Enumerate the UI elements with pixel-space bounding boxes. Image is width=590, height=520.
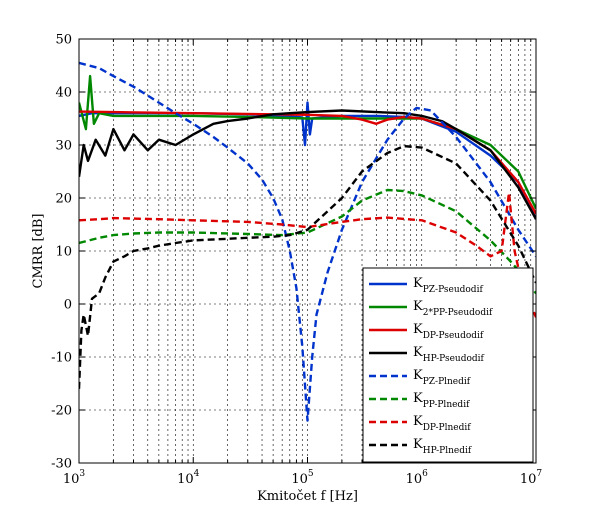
legend-box	[362, 267, 534, 463]
legend-label-5: KPZ-Plnedif	[413, 368, 471, 387]
x-tick-exponent: 6	[422, 469, 428, 479]
legend-label-main: K	[413, 414, 423, 429]
legend-label-4: KHP-Pseudodif	[413, 345, 485, 364]
y-tick-label: 20	[55, 192, 72, 207]
legend-label-8: KHP-Plnedif	[413, 437, 472, 456]
legend-label-sub: DP-Pseudodif	[423, 331, 484, 341]
legend-label-7: KDP-Plnedif	[413, 414, 471, 433]
legend-label-main: K	[413, 391, 423, 406]
legend-label-sub: DP-Plnedif	[423, 423, 472, 433]
series-line-8	[79, 144, 536, 389]
y-tick-label: 40	[55, 86, 72, 101]
legend-label-sub: 2*PP-Pseudodif	[423, 308, 493, 318]
legend-label-main: K	[413, 276, 423, 291]
legend-label-sub: HP-Pseudodif	[423, 354, 485, 364]
x-tick-exponent: 4	[194, 469, 200, 479]
legend-label-1: KPZ-Pseudodif	[413, 276, 483, 295]
legend-label-6: KPP-Plnedif	[413, 391, 470, 410]
y-tick-label: -20	[51, 404, 72, 419]
series-layer	[79, 61, 536, 422]
y-tick-labels: 50 40 30 20 10 0 -10 -20 -30	[51, 33, 72, 472]
y-tick-label: -30	[51, 457, 72, 472]
series-line-4	[79, 109, 536, 220]
x-tick-exponent: 5	[308, 469, 314, 479]
y-axis-label: CMRR [dB]	[31, 214, 46, 289]
series-line-6	[79, 188, 536, 295]
legend-label-main: K	[413, 437, 423, 452]
y-tick-label: 30	[55, 139, 72, 154]
legend-label-3: KDP-Pseudodif	[413, 322, 484, 341]
y-tick-label: 0	[64, 298, 72, 313]
legend-label-main: K	[413, 345, 423, 360]
legend-label-main: K	[413, 322, 423, 337]
legend-label-sub: PP-Plnedif	[423, 400, 470, 410]
legend: KPZ-PseudodifK2*PP-PseudodifKDP-Pseudodi…	[362, 267, 534, 463]
legend-label-sub: PZ-Plnedif	[423, 377, 471, 387]
y-tick-label: -10	[51, 351, 72, 366]
y-tick-label: 10	[55, 245, 72, 260]
x-tick-exponent: 7	[536, 469, 542, 479]
legend-label-main: K	[413, 368, 423, 383]
legend-label-sub: HP-Plnedif	[423, 446, 472, 456]
x-tick-exponent: 3	[79, 469, 85, 479]
series-line-5	[79, 61, 536, 422]
legend-label-2: K2*PP-Pseudodif	[413, 299, 493, 318]
x-axis-label: Kmitočet f [Hz]	[257, 489, 358, 504]
y-tick-label: 50	[55, 33, 72, 48]
series-line-2	[79, 74, 536, 210]
legend-label-sub: PZ-Pseudodif	[423, 285, 484, 295]
legend-label-main: K	[413, 299, 423, 314]
